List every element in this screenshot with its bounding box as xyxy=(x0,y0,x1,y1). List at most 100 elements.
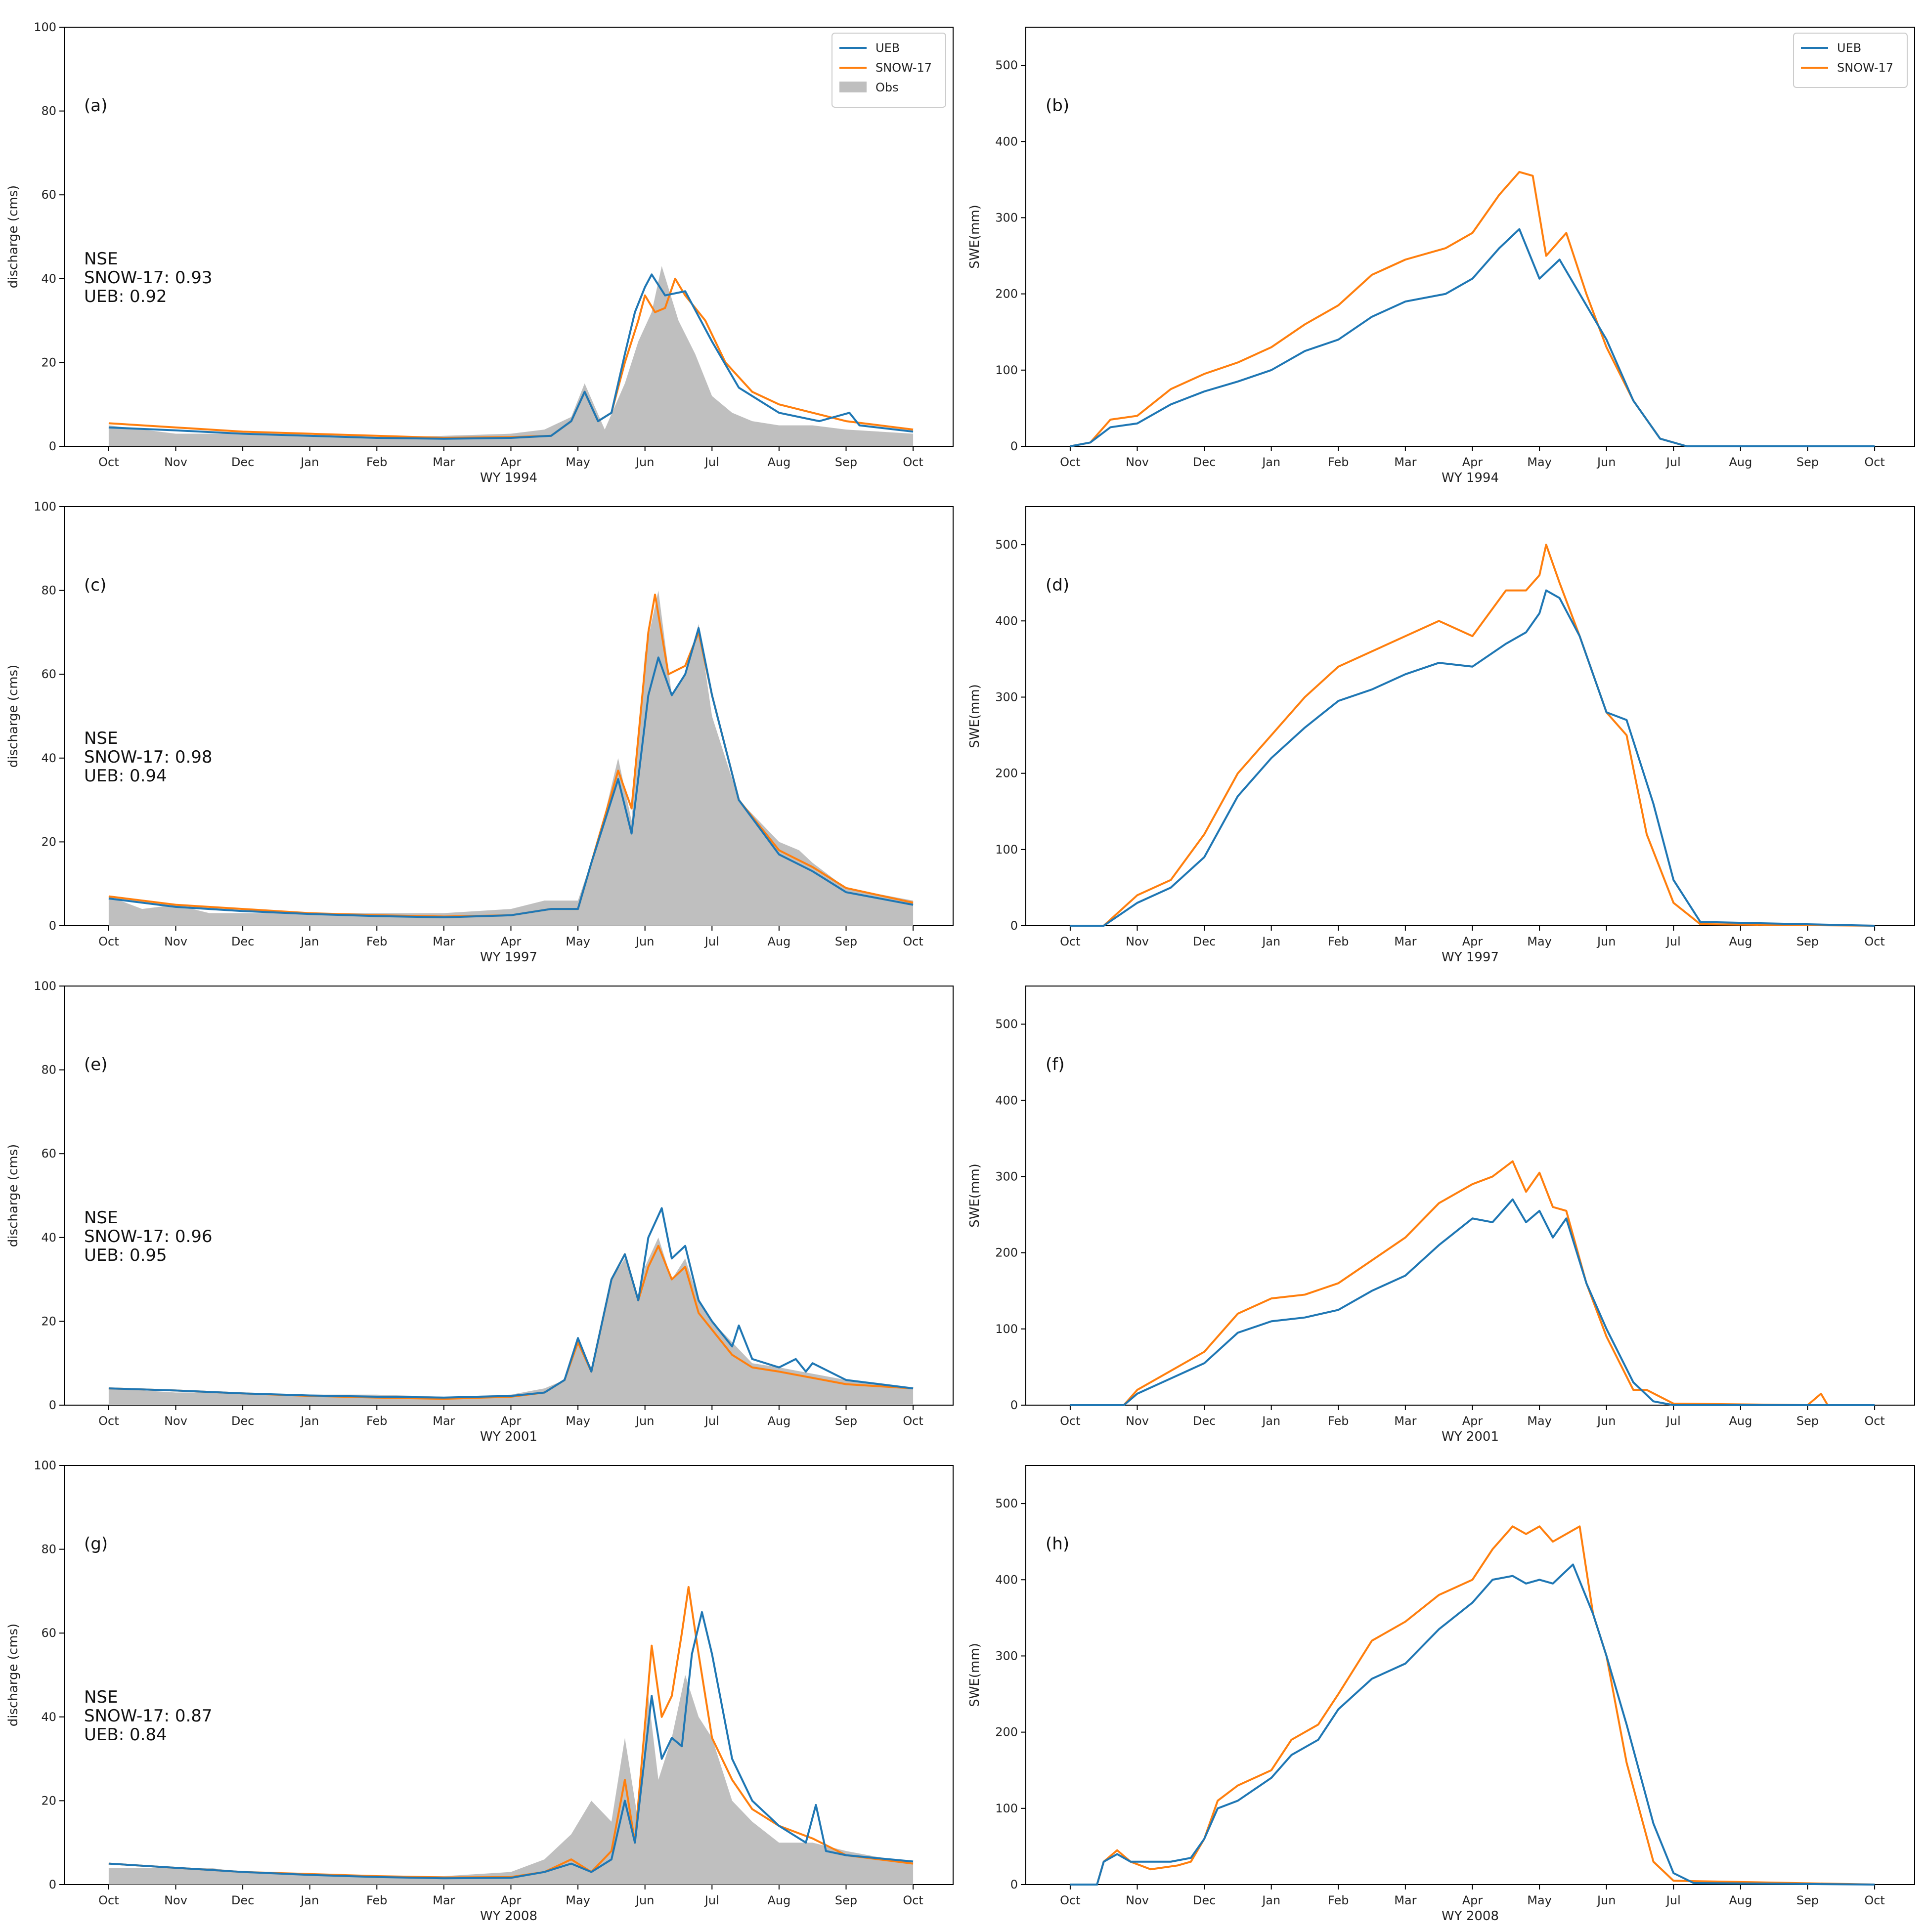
x-tick-label: Sep xyxy=(1796,935,1819,948)
x-tick-label: Jan xyxy=(1261,935,1280,948)
nse-snow17: SNOW-17: 0.93 xyxy=(84,268,213,288)
panel-label: (h) xyxy=(1046,1534,1069,1554)
legend-label: UEB xyxy=(875,41,900,55)
x-tick-label: Jul xyxy=(1665,1893,1681,1907)
y-tick-label: 0 xyxy=(1010,1398,1018,1412)
x-tick-label: Jun xyxy=(1596,935,1616,948)
y-tick-label: 40 xyxy=(41,751,56,765)
x-tick-label: May xyxy=(566,1414,590,1428)
x-tick-label: Dec xyxy=(231,935,254,948)
x-tick-label: Mar xyxy=(1394,455,1416,469)
x-tick-label: Sep xyxy=(1796,1893,1819,1907)
y-tick-label: 60 xyxy=(41,188,56,202)
obs-area xyxy=(108,266,914,446)
x-tick-label: Feb xyxy=(1328,1893,1349,1907)
x-tick-label: Aug xyxy=(1729,1414,1752,1428)
y-tick-label: 500 xyxy=(995,1017,1018,1031)
x-tick-label: Sep xyxy=(1796,1414,1819,1428)
x-tick-label: Jul xyxy=(704,455,719,469)
x-tick-label: Apr xyxy=(1462,935,1483,948)
y-axis-label: discharge (cms) xyxy=(6,665,21,768)
x-axis-label: WY 1997 xyxy=(1442,950,1499,965)
legend-box xyxy=(1793,33,1908,88)
x-tick-label: Nov xyxy=(1126,455,1149,469)
y-tick-label: 0 xyxy=(1010,1878,1018,1891)
y-tick-label: 20 xyxy=(41,355,56,369)
x-tick-label: Oct xyxy=(1864,935,1885,948)
y-tick-label: 0 xyxy=(49,1398,56,1412)
legend-label: SNOW-17 xyxy=(875,61,932,75)
x-tick-label: Jan xyxy=(1261,1414,1280,1428)
y-tick-label: 0 xyxy=(1010,919,1018,933)
nse-title: NSE xyxy=(84,729,118,748)
y-tick-label: 0 xyxy=(49,439,56,453)
nse-ueb: UEB: 0.84 xyxy=(84,1725,167,1745)
x-tick-label: Sep xyxy=(835,1893,857,1907)
legend: UEB SNOW-17 xyxy=(1793,33,1908,88)
x-tick-label: Mar xyxy=(433,1893,455,1907)
y-tick-label: 400 xyxy=(995,1573,1018,1587)
y-tick-label: 300 xyxy=(995,690,1018,704)
y-tick-label: 80 xyxy=(41,1543,56,1556)
x-tick-label: Mar xyxy=(433,935,455,948)
x-tick-label: Apr xyxy=(501,935,522,948)
x-tick-label: Jan xyxy=(300,1414,319,1428)
x-tick-label: Jun xyxy=(635,1893,655,1907)
snow17-line xyxy=(1070,1160,1875,1406)
panel-label: (c) xyxy=(84,575,106,595)
x-tick-label: Oct xyxy=(1060,935,1081,948)
x-tick-label: Apr xyxy=(1462,1893,1483,1907)
x-tick-label: May xyxy=(1527,455,1552,469)
y-tick-label: 20 xyxy=(41,835,56,849)
y-tick-label: 200 xyxy=(995,767,1018,780)
nse-snow17: SNOW-17: 0.96 xyxy=(84,1227,213,1246)
y-tick-label: 100 xyxy=(995,843,1018,857)
x-tick-label: Sep xyxy=(835,455,857,469)
x-tick-label: Feb xyxy=(366,1414,388,1428)
legend-obs-swatch xyxy=(839,82,867,92)
x-tick-label: Jul xyxy=(1665,935,1681,948)
y-tick-label: 60 xyxy=(41,1626,56,1640)
snow17-line xyxy=(1070,1525,1875,1886)
x-tick-label: Mar xyxy=(1394,1414,1416,1428)
x-axis-label: WY 2008 xyxy=(480,1909,537,1924)
x-tick-label: Oct xyxy=(1060,455,1081,469)
y-tick-label: 40 xyxy=(41,1231,56,1245)
ueb-line xyxy=(1070,1198,1875,1406)
x-tick-label: Oct xyxy=(1060,1414,1081,1428)
x-tick-label: May xyxy=(1527,1893,1552,1907)
y-tick-label: 300 xyxy=(995,1649,1018,1663)
x-tick-label: Jan xyxy=(1261,455,1280,469)
x-tick-label: Sep xyxy=(1796,455,1819,469)
x-tick-label: Oct xyxy=(903,455,923,469)
legend-label: UEB xyxy=(1837,41,1861,55)
y-axis-label: discharge (cms) xyxy=(6,1144,21,1247)
x-tick-label: Oct xyxy=(1864,1414,1885,1428)
x-tick-label: Mar xyxy=(433,1414,455,1428)
y-tick-label: 40 xyxy=(41,272,56,286)
ueb-line xyxy=(108,627,914,919)
y-tick-label: 400 xyxy=(995,614,1018,628)
x-tick-label: Oct xyxy=(1060,1893,1081,1907)
axes-frame xyxy=(1025,986,1915,1406)
axes-frame xyxy=(1025,27,1915,447)
obs-area xyxy=(108,1237,914,1405)
axes-frame xyxy=(64,986,954,1406)
panel-label: (d) xyxy=(1046,575,1069,595)
nse-title: NSE xyxy=(84,1208,118,1228)
x-axis-label: WY 2001 xyxy=(480,1429,537,1444)
x-tick-label: Jun xyxy=(635,455,655,469)
y-tick-label: 0 xyxy=(49,919,56,933)
x-axis-label: WY 1997 xyxy=(480,950,537,965)
x-tick-label: Apr xyxy=(501,1893,522,1907)
y-tick-label: 80 xyxy=(41,1063,56,1077)
nse-title: NSE xyxy=(84,1687,118,1707)
x-tick-label: Aug xyxy=(767,935,790,948)
x-tick-label: Feb xyxy=(1328,455,1349,469)
x-tick-label: Nov xyxy=(164,1893,187,1907)
y-tick-label: 100 xyxy=(34,20,56,34)
y-tick-label: 100 xyxy=(995,1322,1018,1336)
panel-d: 0 100 200 300 400 500 Oct Nov Dec Jan Feb Mar Apr May… xyxy=(967,506,1915,965)
axes-frame xyxy=(1025,1465,1915,1885)
legend-label: Obs xyxy=(875,81,899,94)
